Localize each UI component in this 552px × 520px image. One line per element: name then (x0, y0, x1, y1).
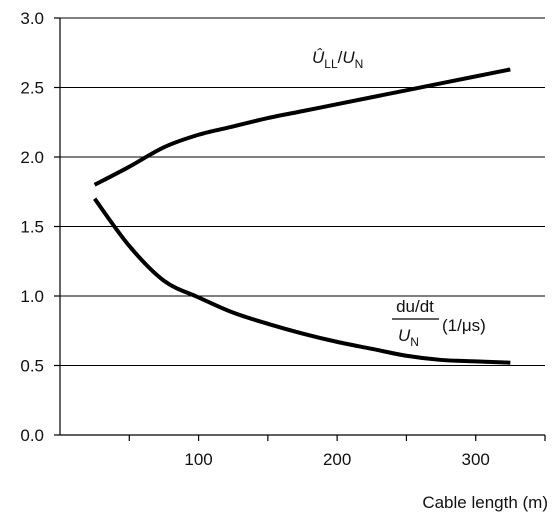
upper-curve-label: ÛLL/UN (312, 48, 363, 71)
series-lines (93, 67, 511, 365)
y-tick-label-1: 0.5 (20, 357, 44, 376)
lower-label-unit: (1/μs) (442, 316, 486, 335)
x-axis-title: Cable length (m) (422, 493, 548, 512)
y-tick-label-5: 2.5 (20, 79, 44, 98)
y-tick-labels: 0.0 0.5 1.0 1.5 2.0 2.5 3.0 (20, 9, 60, 445)
y-tick-label-4: 2.0 (20, 148, 44, 167)
upper-label-u: U (342, 48, 355, 67)
series-line-1 (93, 197, 511, 365)
upper-label-ll-sub: LL (324, 57, 338, 71)
x-tick-label-2: 300 (462, 450, 490, 469)
lower-label-numerator: du/dt (396, 297, 434, 316)
y-tick-label-3: 1.5 (20, 218, 44, 237)
x-tick-label-1: 200 (323, 450, 351, 469)
grid-lines (60, 17, 545, 366)
upper-label-n-sub: N (355, 57, 364, 71)
upper-label-u-hat: Û (312, 48, 325, 67)
lower-label-n-sub: N (410, 335, 419, 349)
y-tick-label-0: 0.0 (20, 426, 44, 445)
y-tick-label-6: 3.0 (20, 9, 44, 28)
upper-label-slash: / (338, 48, 343, 67)
lower-label-denominator: UN (398, 326, 419, 349)
y-tick-label-2: 1.0 (20, 287, 44, 306)
lower-label-u: U (398, 326, 411, 345)
x-tick-labels: 100 200 300 (128, 435, 546, 469)
series-line-0 (93, 67, 511, 187)
x-tick-label-0: 100 (184, 450, 212, 469)
